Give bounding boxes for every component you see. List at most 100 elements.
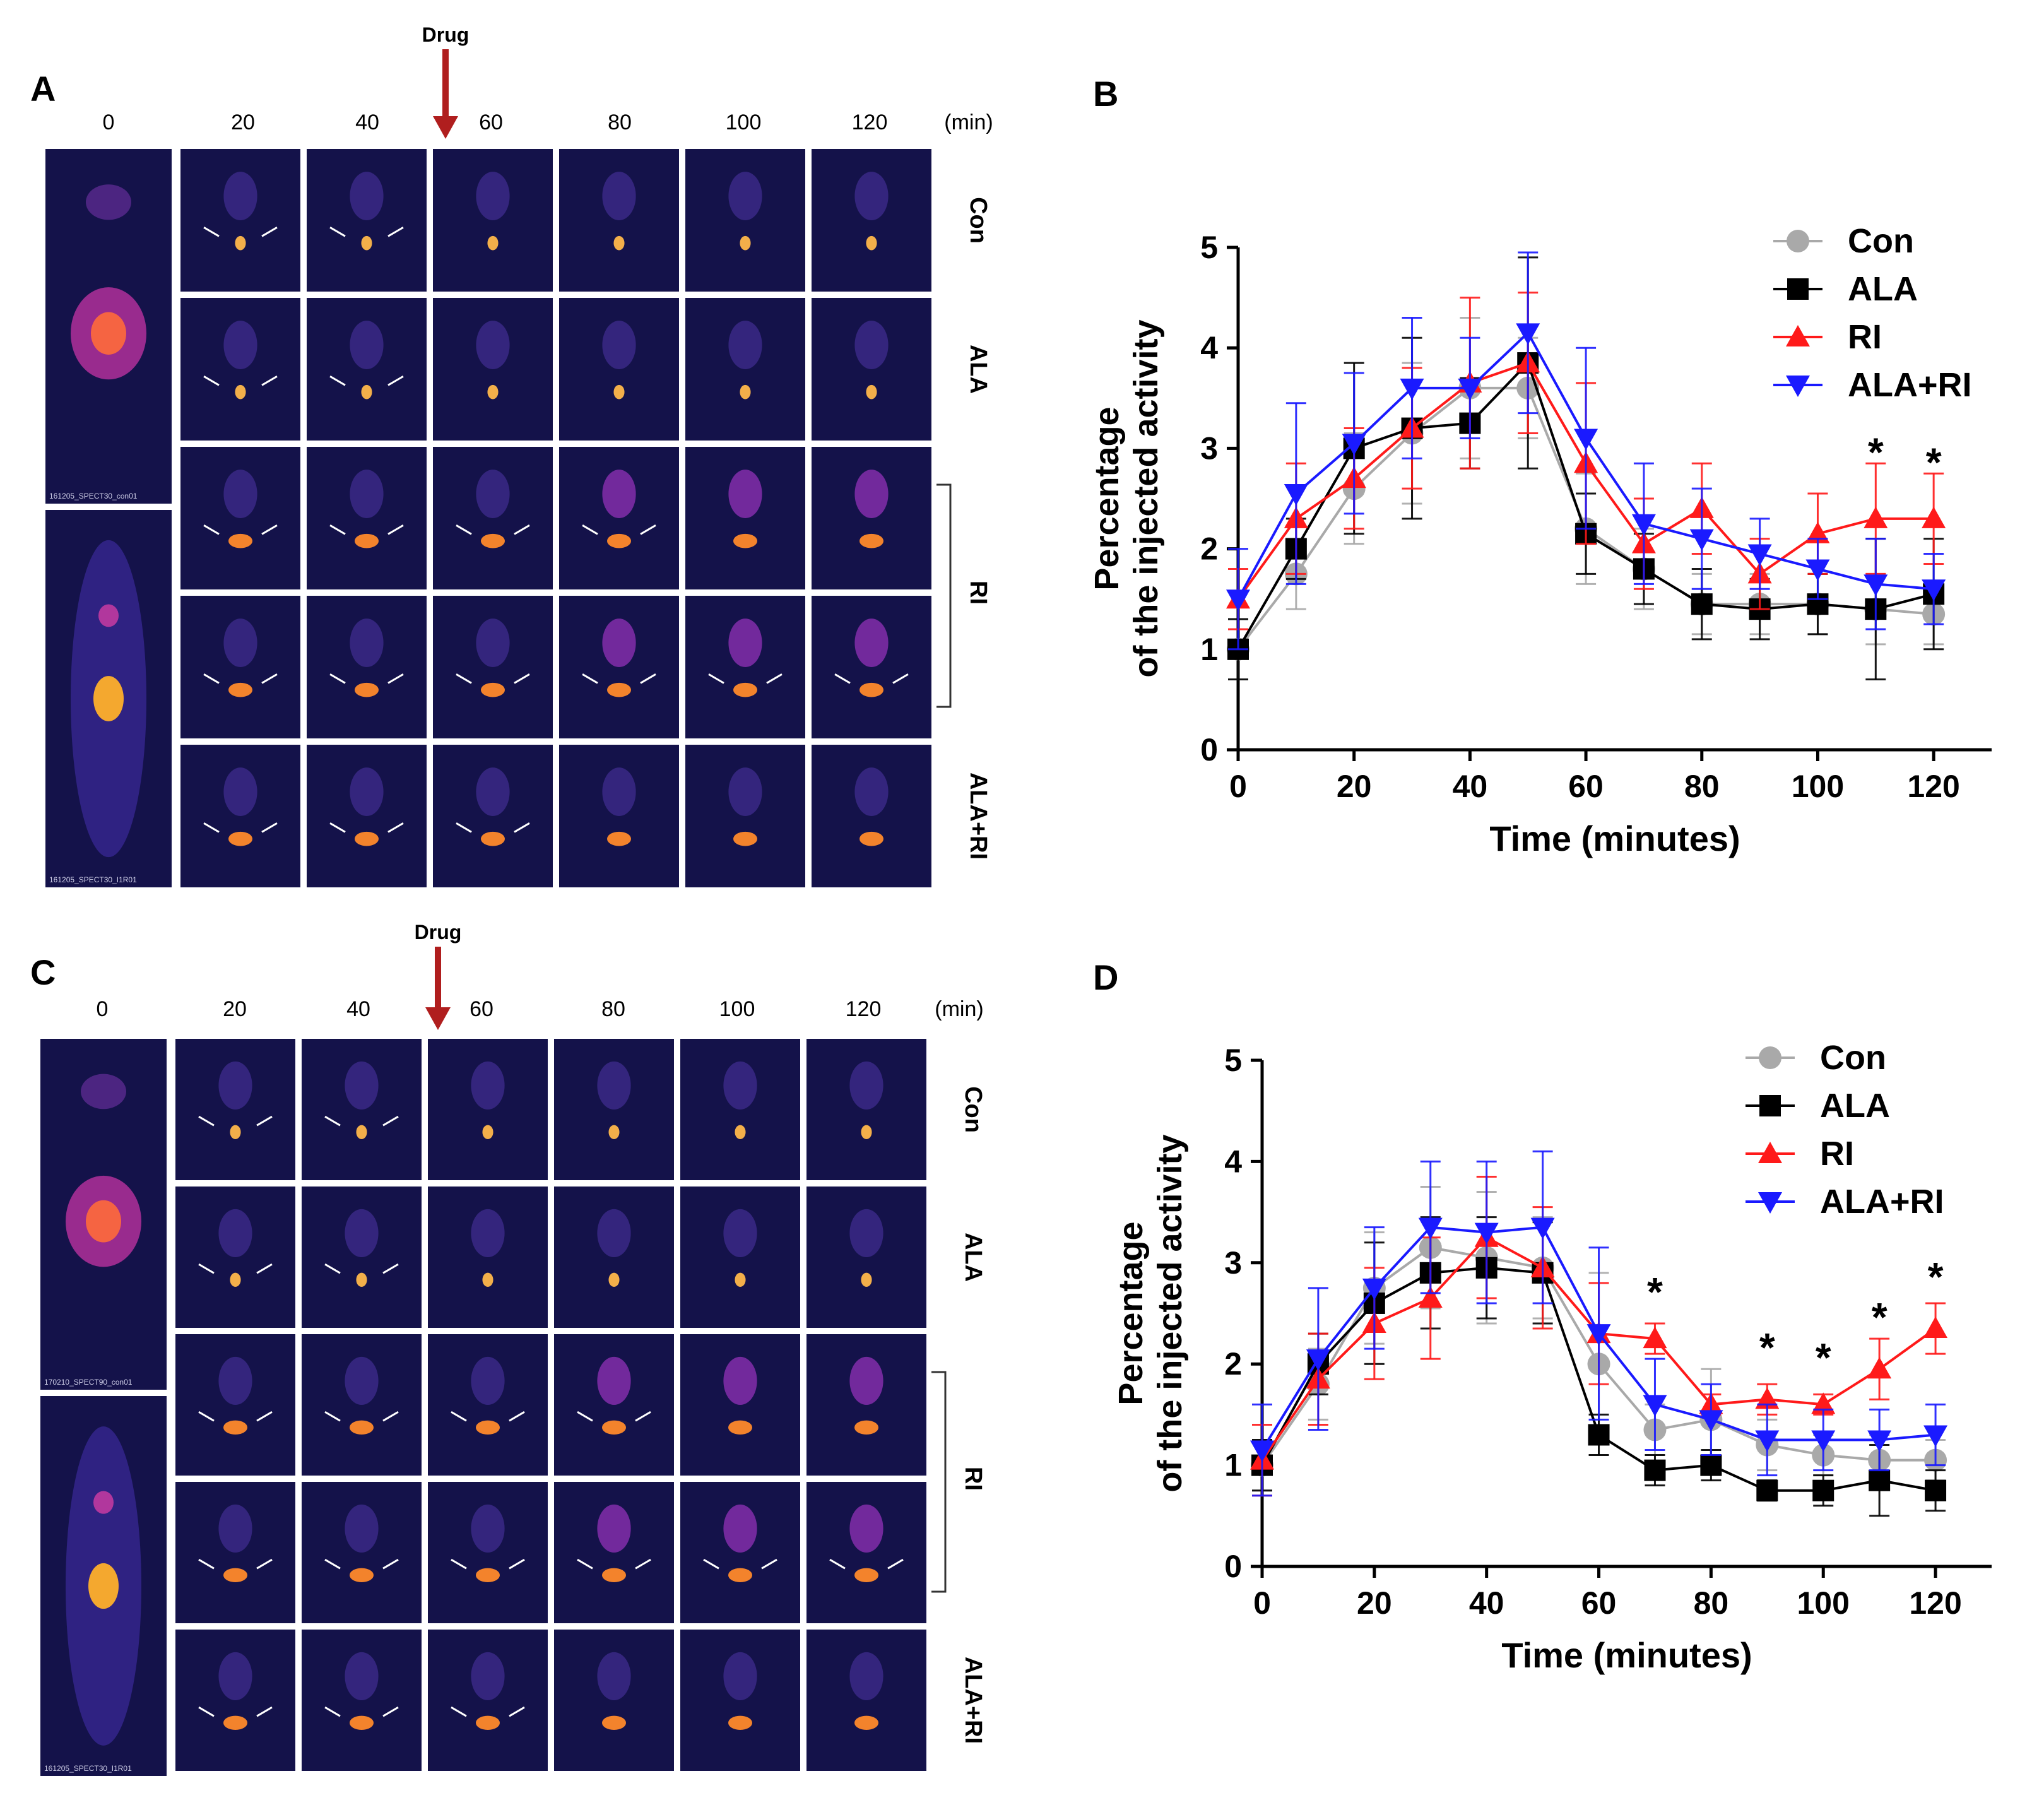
data-point xyxy=(1362,1278,1386,1300)
data-point xyxy=(1631,514,1656,536)
uptake-hotspot xyxy=(223,172,257,220)
uptake-hotspot xyxy=(361,384,372,399)
pointer-arrow-icon xyxy=(203,524,220,535)
uptake-hotspot xyxy=(849,1356,883,1405)
legend-marker xyxy=(1758,1142,1782,1163)
y-axis-label: Percentage xyxy=(1088,406,1126,590)
uptake-hotspot xyxy=(602,618,636,667)
uptake-hotspot xyxy=(602,470,636,518)
pointer-arrow-icon xyxy=(382,1411,399,1422)
data-point xyxy=(1458,378,1482,400)
uptake-hotspot xyxy=(230,1272,241,1287)
scan-cell xyxy=(812,745,931,887)
data-point xyxy=(1756,1479,1778,1501)
scan-cell xyxy=(180,745,300,887)
time-label: 40 xyxy=(346,997,370,1021)
uptake-hotspot xyxy=(471,1504,505,1553)
row-label: RI xyxy=(965,581,991,605)
scan-cell xyxy=(680,1334,800,1476)
uptake-hotspot xyxy=(728,618,762,667)
pointer-arrow-icon xyxy=(256,1115,273,1127)
uptake-hotspot xyxy=(602,172,636,220)
panel-letter-C: C xyxy=(30,952,56,992)
pointer-arrow-icon xyxy=(635,1411,651,1422)
uptake-hotspot xyxy=(218,1652,252,1700)
time-label: 40 xyxy=(355,110,379,134)
uptake-hotspot xyxy=(476,1568,500,1583)
pointer-arrow-icon xyxy=(382,1558,399,1570)
significance-star: * xyxy=(1926,439,1942,485)
uptake-hotspot xyxy=(849,1061,883,1110)
legend-label: RI xyxy=(1848,318,1882,356)
uptake-hotspot xyxy=(86,184,131,220)
uptake-hotspot xyxy=(98,604,119,627)
scan-cell xyxy=(180,149,300,292)
uptake-hotspot xyxy=(613,235,625,251)
uptake-hotspot xyxy=(607,831,631,846)
data-point xyxy=(1574,429,1598,451)
pointer-arrow-icon xyxy=(577,1411,593,1422)
uptake-hotspot xyxy=(602,1715,626,1731)
legend-marker xyxy=(1759,1095,1781,1116)
uptake-hotspot xyxy=(218,1209,252,1258)
pointer-arrow-icon xyxy=(456,822,472,833)
uptake-hotspot xyxy=(607,533,631,548)
scan-cell xyxy=(559,149,679,292)
y-tick-label: 0 xyxy=(1224,1549,1242,1584)
x-tick-label: 60 xyxy=(1568,769,1604,804)
uptake-hotspot xyxy=(733,682,757,697)
data-point xyxy=(1867,1357,1892,1379)
pointer-arrow-icon xyxy=(887,1558,904,1570)
legend-marker xyxy=(1759,1046,1781,1069)
uptake-hotspot xyxy=(223,470,257,518)
legend-label: ALA xyxy=(1820,1087,1890,1125)
scan-cell xyxy=(307,149,427,292)
significance-star: * xyxy=(1647,1269,1663,1315)
scan-cell xyxy=(175,1334,295,1476)
uptake-hotspot xyxy=(728,1568,752,1583)
uptake-hotspot xyxy=(218,1061,252,1110)
drug-label: Drug xyxy=(422,23,470,46)
scan-cell xyxy=(554,1334,674,1476)
uptake-hotspot xyxy=(476,172,510,220)
uptake-hotspot xyxy=(723,1652,757,1700)
pointer-arrow-icon xyxy=(329,822,346,833)
uptake-hotspot xyxy=(723,1061,757,1110)
pointer-arrow-icon xyxy=(256,1706,273,1717)
time-label: 100 xyxy=(719,997,755,1021)
time-label: 120 xyxy=(846,997,882,1021)
data-point xyxy=(1586,1324,1611,1346)
scan-caption-top: 170210_SPECT90_con01 xyxy=(44,1378,133,1387)
row-label: ALA xyxy=(960,1233,986,1282)
uptake-hotspot xyxy=(740,384,751,399)
scan-cell xyxy=(433,149,553,292)
scan-cell xyxy=(806,1482,926,1623)
row-label: ALA+RI xyxy=(960,1657,986,1744)
legend-marker xyxy=(1786,376,1810,397)
uptake-hotspot xyxy=(608,1272,620,1287)
data-point xyxy=(1923,1425,1948,1447)
uptake-hotspot xyxy=(613,384,625,399)
data-point xyxy=(1755,1430,1780,1452)
uptake-hotspot xyxy=(350,1420,374,1435)
pointer-arrow-icon xyxy=(387,673,404,684)
pointer-arrow-icon xyxy=(261,524,278,535)
uptake-hotspot xyxy=(476,321,510,369)
line-chart-D: D 0 20 40 60 80 100 120 0 1 2 3 4 5 Time (minutes) Perc… xyxy=(1093,957,1992,1675)
data-point xyxy=(1284,484,1308,506)
pointer-arrow-icon xyxy=(324,1706,341,1717)
legend-label: RI xyxy=(1820,1135,1854,1173)
uptake-hotspot xyxy=(735,1125,746,1140)
uptake-hotspot xyxy=(482,1125,493,1140)
uptake-hotspot xyxy=(93,1491,114,1514)
scan-cell xyxy=(806,1630,926,1771)
uptake-hotspot xyxy=(860,533,883,548)
pointer-arrow-icon xyxy=(261,376,278,386)
legend-marker xyxy=(1758,1192,1782,1214)
uptake-hotspot xyxy=(223,1568,247,1583)
uptake-hotspot xyxy=(476,1420,500,1435)
y-axis-label: Percentage xyxy=(1112,1221,1150,1405)
x-tick-label: 120 xyxy=(1909,1585,1961,1621)
uptake-hotspot xyxy=(228,533,252,548)
pointer-arrow-icon xyxy=(514,524,530,535)
